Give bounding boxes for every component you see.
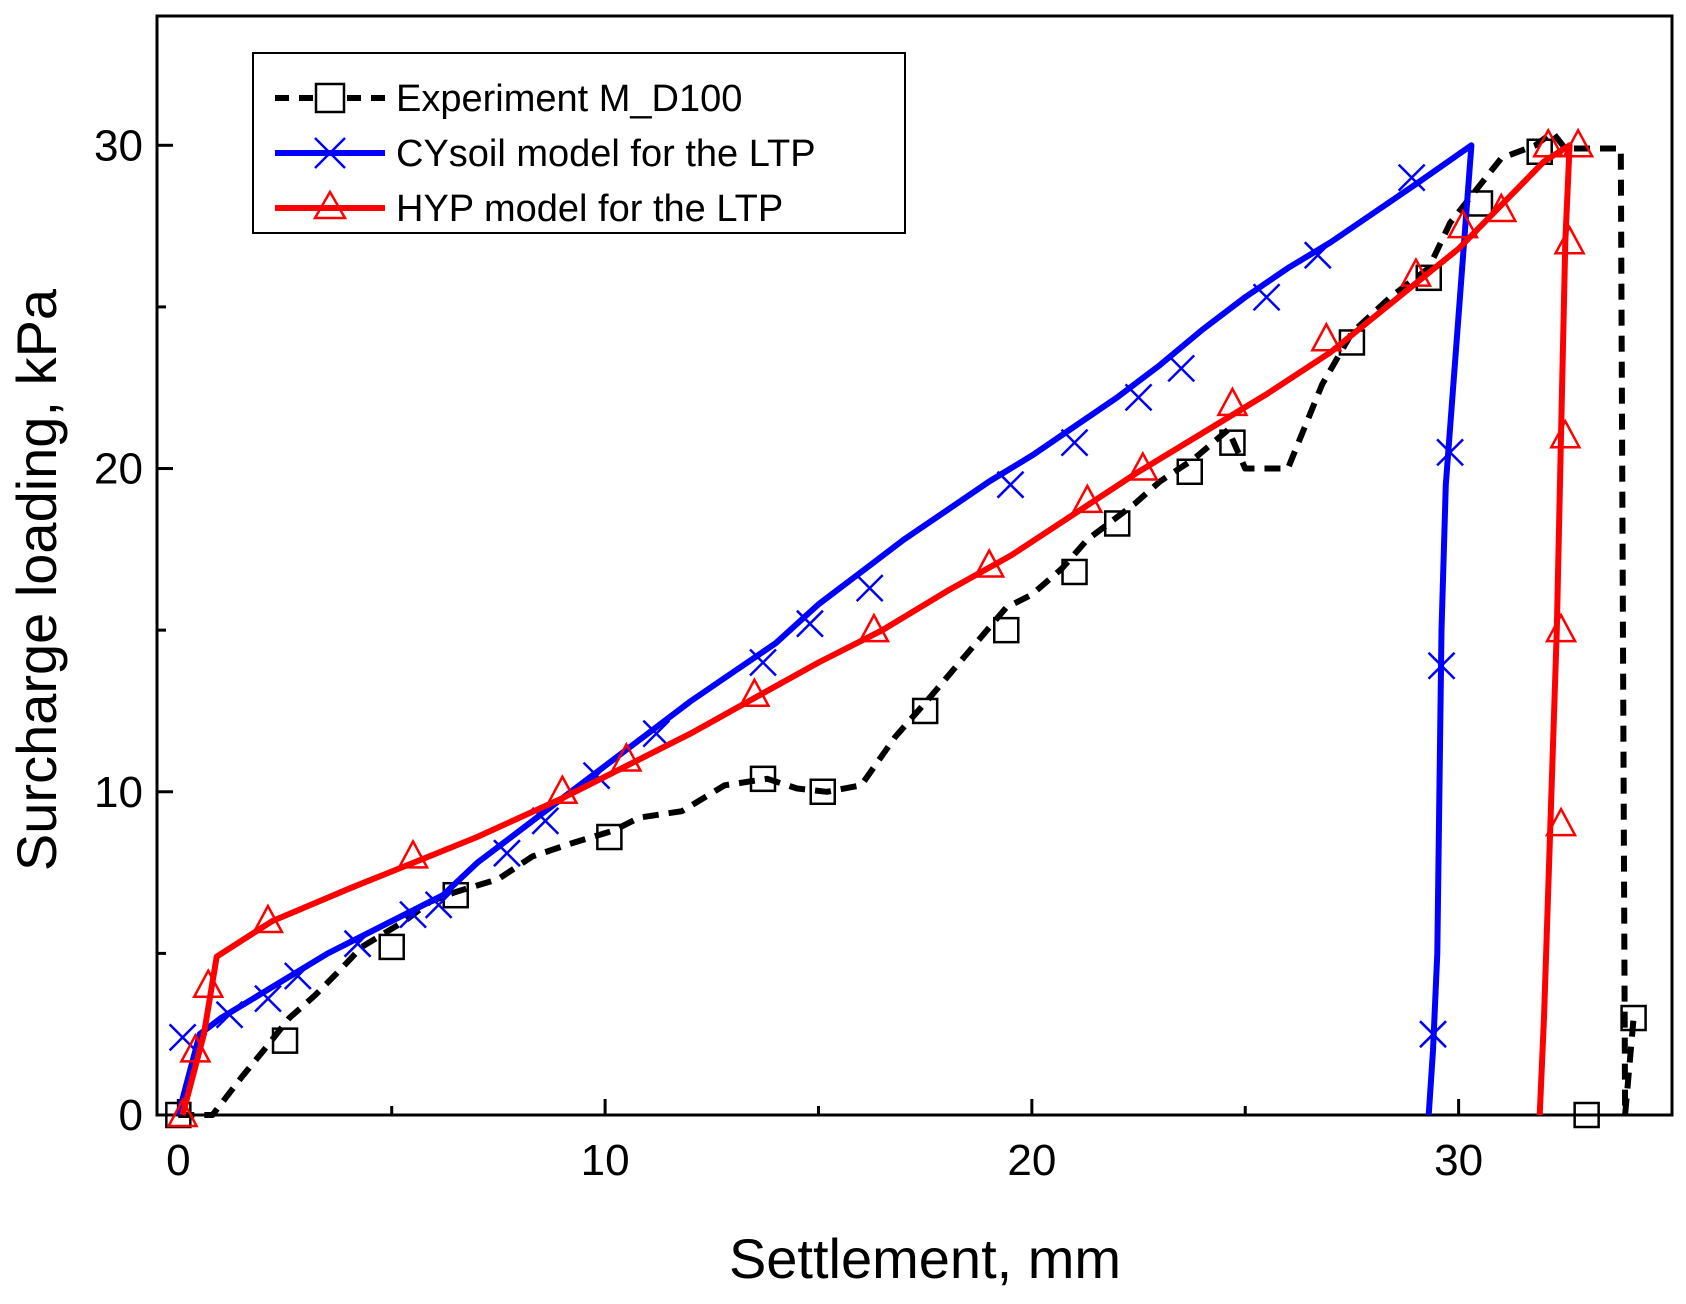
series-layer — [165, 127, 1647, 1129]
y-tick-label: 20 — [94, 445, 143, 494]
data-point-triangle — [179, 1032, 212, 1063]
x-tick-label: 0 — [166, 1136, 190, 1185]
data-point-triangle — [1399, 256, 1433, 287]
legend-marker-square — [314, 82, 346, 114]
data-point-x — [1397, 163, 1426, 192]
data-point-triangle — [1553, 224, 1586, 255]
y-tick-label: 30 — [94, 121, 143, 170]
data-point-x — [996, 470, 1025, 499]
legend-label-hyp: HYP model for the LTP — [396, 188, 783, 230]
data-point-triangle — [166, 1097, 199, 1128]
legend-label-cysoil: CYsoil model for the LTP — [396, 133, 816, 175]
data-point-x — [642, 719, 671, 748]
data-point-x — [1303, 241, 1332, 270]
data-point-triangle — [192, 968, 225, 998]
data-point-triangle — [1310, 321, 1343, 352]
data-point-triangle — [1446, 208, 1479, 239]
y-axis-title: Surcharge loading, kPa — [5, 288, 68, 871]
data-point-triangle — [1549, 418, 1582, 449]
data-point-square — [1219, 429, 1246, 456]
x-tick-label: 30 — [1434, 1136, 1483, 1185]
series-line-hyp — [179, 142, 1573, 1116]
data-point-triangle — [1485, 192, 1518, 223]
x-tick-label: 10 — [581, 1136, 630, 1185]
data-point-x — [796, 609, 824, 638]
data-point-x — [1124, 383, 1153, 412]
series-cysoil — [168, 142, 1475, 1116]
data-point-square — [809, 778, 836, 806]
data-point-square — [1061, 558, 1088, 586]
data-point-x — [1252, 283, 1281, 312]
plot-area-frame — [155, 14, 1674, 1117]
data-point-x — [399, 900, 427, 929]
legend-marker-triangle — [312, 189, 348, 220]
y-axis-ticks: 0 10 20 30 — [94, 121, 173, 1140]
data-point-square — [1176, 458, 1204, 486]
x-tick-label: 20 — [1007, 1136, 1056, 1185]
data-point-triangle — [1532, 127, 1565, 158]
data-point-square — [596, 823, 623, 851]
data-point-triangle — [1544, 612, 1578, 643]
data-point-x — [1419, 1020, 1447, 1049]
legend-marker-x — [314, 137, 346, 169]
data-point-x — [855, 574, 884, 603]
y-tick-label: 0 — [119, 1091, 143, 1140]
data-point-square — [911, 697, 939, 725]
data-point-square — [749, 765, 777, 793]
data-point-x — [168, 1023, 197, 1052]
legend-label-experiment: Experiment M_D100 — [396, 78, 742, 120]
data-point-x — [215, 1000, 244, 1029]
data-point-triangle — [1562, 127, 1595, 158]
legend-item-hyp: HYP model for the LTP — [275, 188, 783, 230]
data-point-square — [378, 933, 405, 961]
legend-box — [252, 52, 906, 234]
data-point-square — [1620, 1004, 1647, 1032]
data-point-x — [1436, 438, 1464, 467]
data-point-x — [343, 929, 372, 958]
y-tick-label: 10 — [94, 768, 143, 817]
legend-item-cysoil: CYsoil model for the LTP — [275, 133, 816, 175]
data-point-triangle — [546, 774, 579, 805]
legend: Experiment M_D100 CYsoil model for the L… — [252, 52, 906, 234]
series-experiment — [165, 129, 1647, 1129]
data-point-triangle — [973, 547, 1006, 578]
data-point-x — [1060, 428, 1089, 457]
series-line-experiment — [178, 129, 1637, 1118]
data-point-triangle — [1126, 450, 1159, 481]
data-point-square — [1573, 1101, 1600, 1129]
data-point-square — [1415, 264, 1442, 292]
data-point-triangle — [1544, 806, 1578, 837]
x-axis-ticks: 0 10 20 30 — [166, 1099, 1674, 1185]
data-point-triangle — [857, 612, 891, 643]
data-point-x — [1427, 651, 1456, 680]
data-point-x — [749, 648, 777, 677]
data-point-square — [1103, 510, 1131, 537]
legend-item-experiment: Experiment M_D100 — [275, 78, 742, 120]
data-point-triangle — [251, 903, 285, 934]
data-point-triangle — [738, 677, 771, 708]
data-point-x — [1167, 354, 1196, 383]
x-axis-title: Settlement, mm — [729, 1227, 1121, 1290]
data-point-square — [271, 1027, 299, 1054]
data-point-x — [493, 839, 521, 868]
data-point-square — [993, 616, 1020, 644]
data-point-x — [283, 962, 312, 990]
data-point-triangle — [396, 838, 430, 869]
data-point-x — [424, 891, 453, 919]
data-point-triangle — [610, 741, 643, 772]
data-point-triangle — [1216, 386, 1249, 417]
data-point-x — [254, 984, 282, 1013]
data-point-triangle — [1071, 483, 1104, 514]
series-hyp — [166, 127, 1595, 1128]
